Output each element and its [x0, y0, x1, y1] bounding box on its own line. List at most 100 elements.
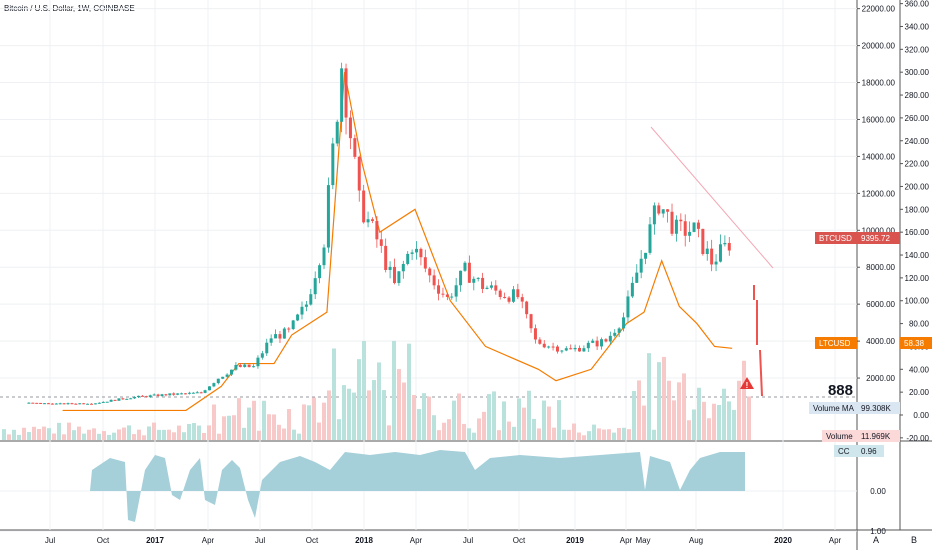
candle: [50, 403, 54, 405]
volume-bar: [467, 428, 471, 440]
log-scale-button[interactable]: B: [911, 535, 918, 545]
volume-bar: [622, 427, 626, 440]
candle-body: [608, 335, 612, 342]
volume-bar: [567, 429, 571, 440]
candle: [375, 216, 379, 248]
ltc-label-bg: [815, 337, 857, 349]
candle: [274, 329, 278, 339]
candle: [117, 398, 121, 401]
ltc-line: [62, 72, 733, 412]
candle-body: [184, 393, 188, 395]
volume-bar: [67, 422, 71, 440]
candle-body: [551, 346, 555, 348]
candle: [82, 402, 86, 405]
right-tick-label: 100.00: [905, 297, 930, 306]
btc-label: BTCUSD: [819, 234, 852, 243]
candle: [586, 340, 590, 353]
candle: [234, 362, 238, 371]
volume-bar: [692, 409, 696, 440]
x-tick-label: 2020: [774, 536, 792, 545]
cc-value: 0.96: [861, 447, 877, 456]
volume-bar: [742, 360, 746, 440]
volume-bar: [312, 397, 316, 440]
candle: [507, 296, 511, 304]
candle: [511, 285, 515, 303]
candle: [573, 344, 577, 352]
volume-bar: [17, 434, 21, 440]
auto-scale-button[interactable]: A: [873, 535, 880, 545]
candle: [666, 209, 670, 223]
volume-bar: [282, 428, 286, 440]
candle-body: [533, 328, 537, 340]
volume-bar: [197, 425, 201, 440]
volume-bar: [27, 432, 31, 440]
volume-bar: [12, 429, 16, 440]
candle: [370, 217, 374, 224]
candle: [727, 236, 731, 256]
volume-bar: [87, 429, 91, 440]
cc-value-bg: [857, 445, 884, 457]
candle-body: [252, 366, 256, 368]
candle-body: [353, 138, 357, 157]
candle-body: [140, 395, 144, 397]
right-tick-label: 140.00: [905, 251, 930, 260]
candle-body: [137, 395, 141, 398]
candle: [555, 344, 559, 354]
candle: [516, 283, 520, 300]
candle: [362, 184, 366, 224]
candle: [187, 391, 191, 395]
candle-body: [511, 289, 515, 302]
volume-bar: [722, 388, 726, 440]
volume-ma-value: 99.308K: [861, 404, 891, 413]
candle: [608, 331, 612, 345]
volume-bar: [372, 380, 376, 440]
ltc-price-label-bg: [900, 337, 932, 349]
x-tick-label: Jul: [463, 536, 473, 545]
right-tick-label: 160.00: [905, 228, 930, 237]
candle: [313, 271, 317, 300]
candle-body: [265, 342, 269, 354]
candle: [176, 393, 180, 396]
candle-body: [156, 394, 160, 397]
volume-bar: [267, 414, 271, 440]
volume-bar: [152, 422, 156, 440]
candle-body: [46, 403, 50, 405]
volume-bar: [292, 429, 296, 440]
candle-body: [591, 340, 595, 343]
candle-body: [164, 394, 168, 396]
volume-bar: [667, 380, 671, 440]
volume-bar: [352, 392, 356, 440]
candle-body: [498, 290, 502, 297]
volume-bar: [262, 400, 266, 440]
volume-bar: [382, 390, 386, 440]
candle: [260, 350, 264, 360]
candle-body: [82, 403, 86, 405]
volume-bar: [602, 429, 606, 440]
volume-bar: [682, 373, 686, 440]
volume-bar: [577, 432, 581, 440]
volume-bar: [497, 430, 501, 440]
candle: [688, 221, 692, 243]
candle: [582, 345, 586, 352]
candle: [348, 110, 352, 150]
candle-body: [445, 294, 449, 297]
candle: [670, 203, 674, 237]
candle: [340, 62, 344, 133]
candle: [467, 255, 471, 283]
candle-body: [78, 403, 82, 405]
candle: [221, 376, 225, 380]
candle-body: [247, 364, 251, 368]
right-tick-label: 240.00: [905, 137, 930, 146]
volume-bar: [322, 402, 326, 440]
candle-body: [296, 314, 300, 321]
candle-body: [375, 220, 379, 240]
candle-body: [121, 398, 125, 400]
candle-body: [344, 68, 348, 118]
candle: [564, 346, 568, 352]
volume-bar: [412, 394, 416, 440]
candle-body: [86, 403, 90, 405]
candle-body: [657, 205, 661, 214]
candle: [463, 261, 467, 272]
cc-label: CC: [838, 447, 850, 456]
